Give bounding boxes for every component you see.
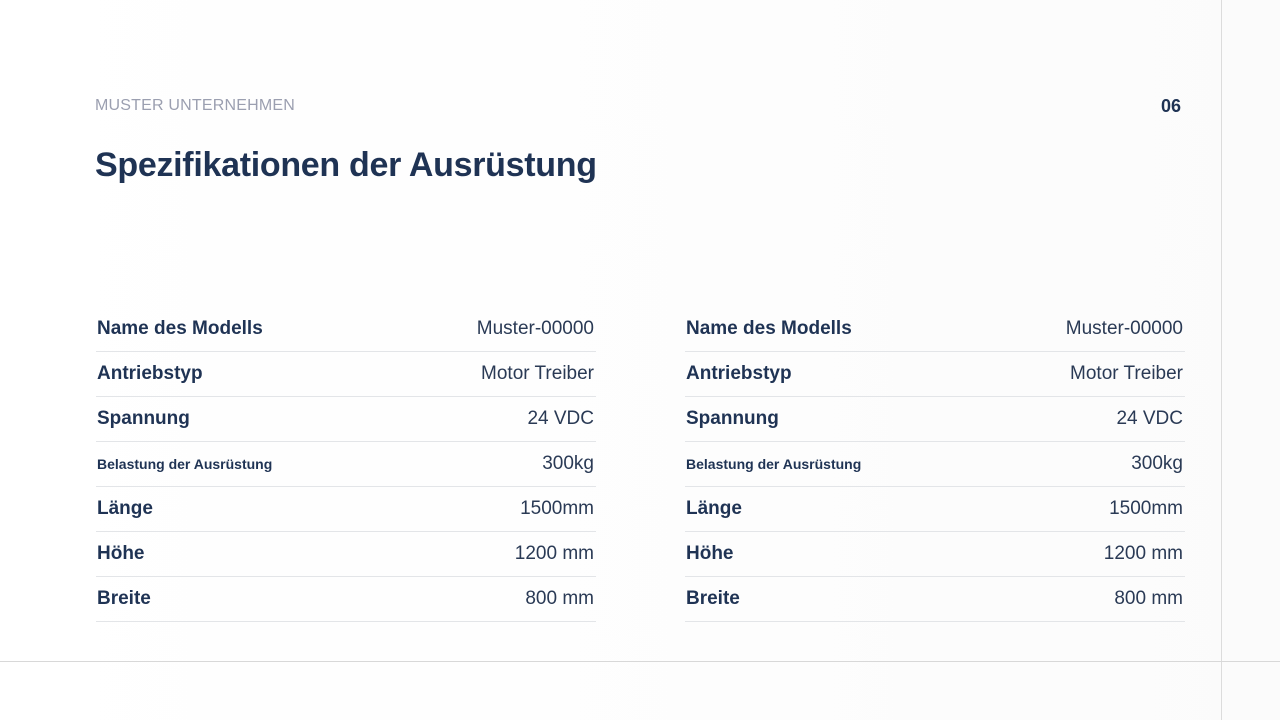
table-row: Länge 1500mm: [685, 487, 1185, 532]
row-value: Motor Treiber: [1070, 363, 1183, 384]
row-value: Muster-00000: [476, 317, 594, 339]
row-label: Belastung der Ausrüstung: [686, 456, 862, 472]
table-row: Höhe 1200 mm: [96, 532, 596, 577]
table-row: Name des Modells Muster-00000: [96, 306, 596, 352]
row-label: Antriebstyp: [97, 363, 203, 384]
table-row: Spannung 24 VDC: [685, 397, 1185, 442]
row-label: Höhe: [686, 543, 734, 564]
row-value: 1500mm: [520, 498, 594, 519]
page-number: 06: [1161, 96, 1182, 116]
table-row: Antriebstyp Motor Treiber: [685, 352, 1185, 397]
row-value: 300kg: [1131, 453, 1183, 474]
spec-table-right: Name des Modells Muster-00000 Antriebstyp…: [685, 306, 1185, 622]
row-label: Belastung der Ausrüstung: [97, 456, 273, 472]
table-row: Belastung der Ausrüstung 300kg: [96, 442, 596, 487]
vertical-divider: [1221, 0, 1222, 720]
horizontal-divider: [0, 661, 1280, 662]
table-row: Name des Modells Muster-00000: [685, 306, 1185, 352]
row-value: Muster-00000: [1065, 317, 1183, 339]
table-row: Antriebstyp Motor Treiber: [96, 352, 596, 397]
row-label: Spannung: [686, 408, 779, 429]
row-label: Höhe: [97, 543, 145, 564]
row-value: 1200 mm: [514, 543, 594, 564]
spec-table-left: Name des Modells Muster-00000 Antriebstyp…: [96, 306, 596, 622]
table-row: Breite 800 mm: [685, 577, 1185, 622]
row-label: Name des Modells: [686, 317, 852, 339]
table-row: Spannung 24 VDC: [96, 397, 596, 442]
row-value: 800 mm: [1114, 588, 1183, 609]
row-value: 800 mm: [525, 588, 594, 609]
row-label: Breite: [97, 588, 151, 609]
table-row: Länge 1500mm: [96, 487, 596, 532]
row-label: Name des Modells: [97, 317, 263, 339]
row-value: 24 VDC: [527, 408, 594, 429]
row-value: 1200 mm: [1103, 543, 1183, 564]
row-value: 1500mm: [1109, 498, 1183, 519]
row-value: 24 VDC: [1116, 408, 1183, 429]
row-label: Länge: [97, 498, 153, 519]
page-title: Spezifikationen der Ausrüstung: [95, 146, 597, 184]
row-label: Spannung: [97, 408, 190, 429]
table-row: Belastung der Ausrüstung 300kg: [685, 442, 1185, 487]
table-row: Höhe 1200 mm: [685, 532, 1185, 577]
row-label: Länge: [686, 498, 742, 519]
row-value: Motor Treiber: [481, 363, 594, 384]
row-label: Breite: [686, 588, 740, 609]
company-name: MUSTER UNTERNEHMEN: [95, 97, 296, 114]
row-label: Antriebstyp: [686, 363, 792, 384]
row-value: 300kg: [542, 453, 594, 474]
table-row: Breite 800 mm: [96, 577, 596, 622]
